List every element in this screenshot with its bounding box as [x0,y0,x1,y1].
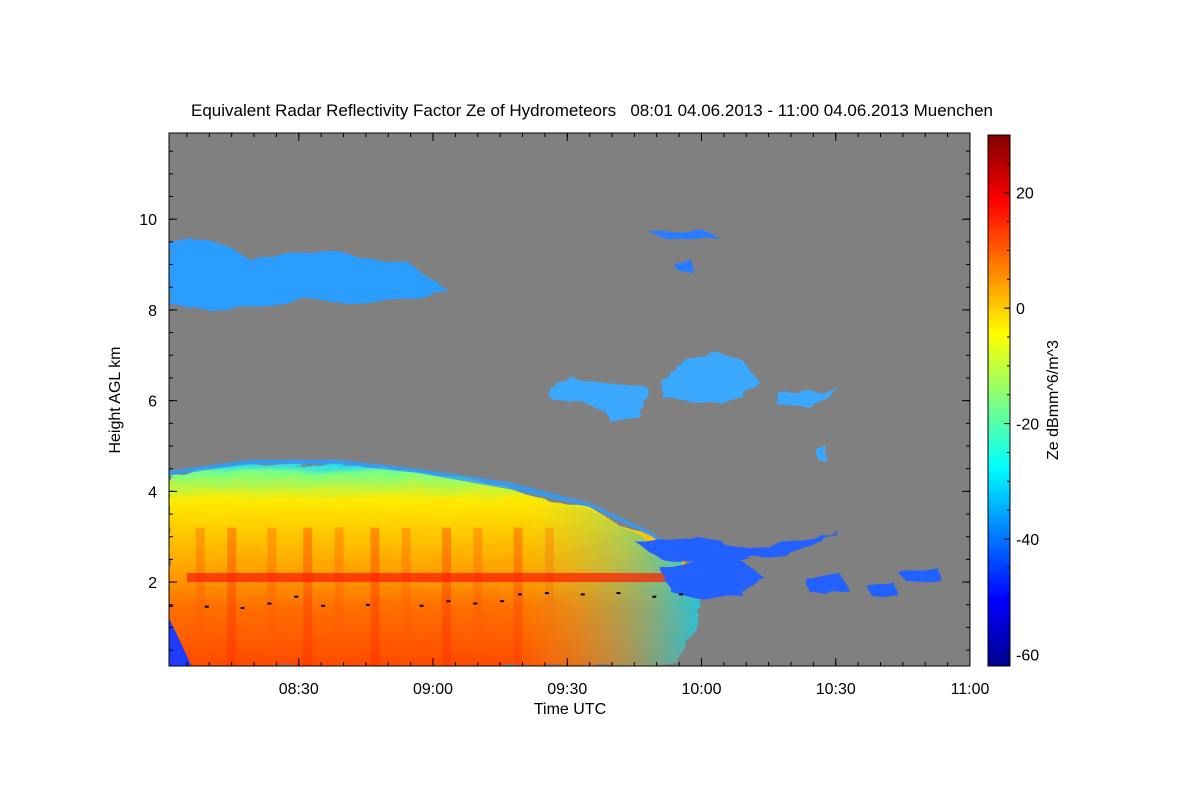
blue-cloud-patch [898,568,944,583]
colorbar-label: Ze dBmm^6/m^3 [1045,340,1062,460]
fall-streak [227,527,237,666]
blue-cloud-patch [804,573,850,592]
fall-streak [370,527,380,666]
colorbar-tick-label: -60 [1016,647,1039,664]
blue-cloud-patch [661,554,765,601]
fall-streak [473,527,483,666]
upper-ice-cloud [169,237,447,310]
echo-marker [473,602,478,605]
colorbar-tick-label: -20 [1016,417,1039,434]
colorbar-ticks: 20 0 -20 -40 -60 [1004,134,1039,664]
x-axis-label: Time UTC [534,701,606,718]
x-tick-label: 11:00 [951,681,990,698]
fall-streak [303,527,313,666]
x-axis-ticks: 08:30 09:00 09:30 10:00 10:30 11:00 [186,133,990,698]
fall-streak [334,527,344,666]
echo-markers [169,592,684,609]
echo-marker [240,607,245,609]
echo-marker [446,600,451,603]
cloud-patch [777,387,841,408]
fall-streak [442,527,451,666]
chart-title: Equivalent Radar Reflectivity Factor Ze … [191,101,993,120]
y-tick-label: 10 [139,212,157,229]
y-tick-label: 6 [148,394,157,411]
echo-marker [679,593,684,596]
fall-streak [195,527,205,666]
echo-marker [294,595,299,598]
echo-marker [652,595,657,598]
plot-area [169,133,970,666]
echo-marker [169,604,173,607]
colorbar [987,134,1011,667]
echo-marker [365,603,370,606]
echo-marker [518,593,522,596]
echo-marker [321,604,326,607]
x-tick-label: 08:30 [279,681,319,698]
echo-marker [267,602,272,605]
blue-cloud-patch [634,532,841,564]
trailing-precipitation [634,532,944,601]
cloud-patch [817,446,827,462]
x-tick-label: 10:30 [816,681,856,698]
echo-marker [500,600,505,603]
colorbar-tick-label: 20 [1016,186,1034,203]
fall-streak [401,527,411,666]
y-axis-ticks: 2 4 6 8 10 [139,150,970,651]
y-tick-label: 8 [148,303,157,320]
colorbar-tick-label: -40 [1016,532,1039,549]
y-tick-label: 2 [148,575,157,592]
x-tick-label: 09:30 [547,681,587,698]
cloud-patch [661,353,760,406]
echo-marker [544,592,549,595]
x-tick-label: 09:00 [413,681,453,698]
near-surface-blue-patch [169,618,192,666]
echo-marker [419,604,424,607]
fall-streak [267,527,277,666]
y-tick-label: 4 [148,484,157,501]
echo-marker [580,593,585,596]
cloud-fragment [674,260,693,274]
y-axis-label: Height AGL km [107,346,124,453]
echo-marker [204,605,209,608]
colorbar-tick-label: 0 [1016,301,1025,318]
x-tick-label: 10:00 [681,681,721,698]
mid-level-clouds [544,353,841,462]
cloud-fragment [647,228,720,240]
high-clouds [647,228,720,274]
melting-layer-bright-band [186,573,729,583]
blue-cloud-patch [867,582,899,596]
plot-frame [168,132,971,667]
echo-marker [616,592,621,595]
cloud-patch [603,387,648,424]
